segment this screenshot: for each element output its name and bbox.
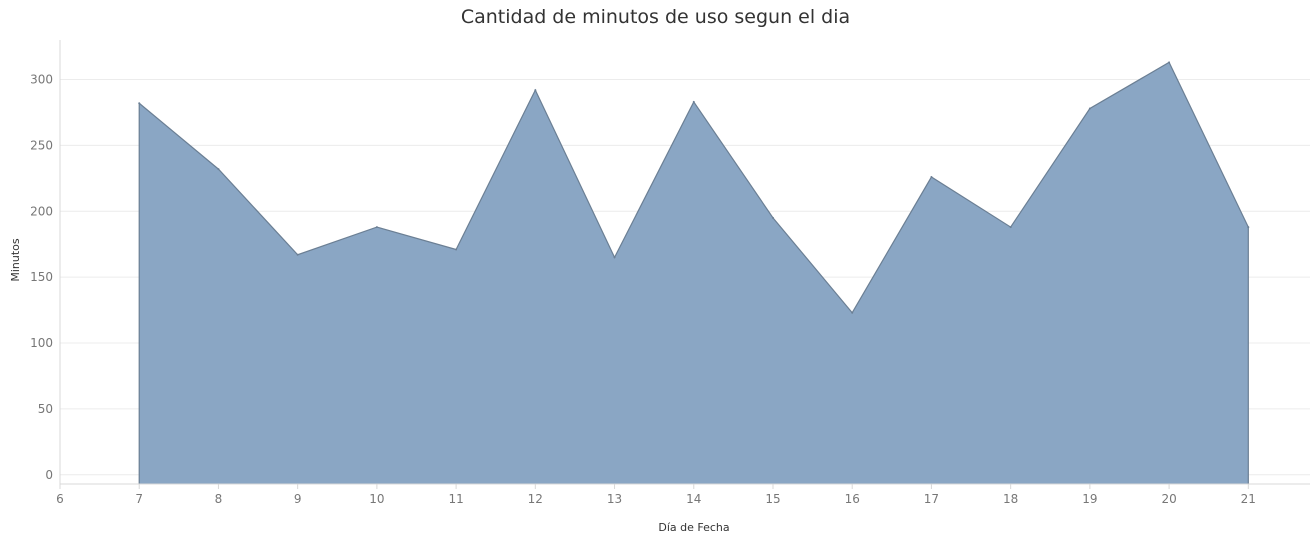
x-tick-label: 11 (448, 492, 463, 506)
area-fill (139, 62, 1249, 485)
x-tick-label: 13 (607, 492, 622, 506)
x-tick-label: 12 (528, 492, 543, 506)
y-tick-label: 50 (38, 402, 53, 416)
data-point (1088, 107, 1091, 110)
x-tick-label: 6 (56, 492, 64, 506)
x-tick-label: 19 (1082, 492, 1097, 506)
x-tick-label: 9 (294, 492, 302, 506)
data-point (930, 176, 933, 179)
data-point (692, 100, 695, 103)
x-tick-label: 8 (215, 492, 223, 506)
x-tick-label: 10 (369, 492, 384, 506)
x-axis-ticks: 6 7 8 9 10 11 12 13 14 15 16 17 18 19 20 21 (56, 484, 1256, 506)
data-point (771, 216, 774, 219)
data-point (613, 256, 616, 259)
axes (59, 40, 1310, 485)
data-point (1247, 226, 1250, 229)
y-axis-ticks: 0 50 100 150 200 250 300 (30, 73, 53, 482)
x-tick-label: 17 (924, 492, 939, 506)
data-point (1009, 226, 1012, 229)
data-point (851, 311, 854, 314)
data-point (217, 168, 220, 171)
x-tick-label: 18 (1003, 492, 1018, 506)
data-point (375, 226, 378, 229)
y-tick-label: 200 (30, 204, 53, 218)
y-axis-title: Minutos (9, 238, 22, 282)
x-tick-label: 14 (686, 492, 701, 506)
x-tick-label: 7 (135, 492, 143, 506)
chart-title: Cantidad de minutos de uso segun el dia (460, 6, 851, 28)
series-layer (138, 61, 1250, 485)
x-axis-title: Día de Fecha (658, 521, 729, 534)
x-tick-label: 21 (1241, 492, 1256, 506)
data-point (296, 253, 299, 256)
y-tick-label: 250 (30, 138, 53, 152)
data-point (534, 89, 537, 92)
data-point (1168, 61, 1171, 64)
y-tick-label: 150 (30, 270, 53, 284)
x-tick-label: 16 (845, 492, 860, 506)
x-tick-label: 20 (1161, 492, 1176, 506)
data-point (138, 102, 141, 105)
y-tick-label: 300 (30, 73, 53, 87)
data-point (455, 248, 458, 251)
x-tick-label: 15 (765, 492, 780, 506)
y-tick-label: 100 (30, 336, 53, 350)
y-tick-label: 0 (45, 468, 53, 482)
